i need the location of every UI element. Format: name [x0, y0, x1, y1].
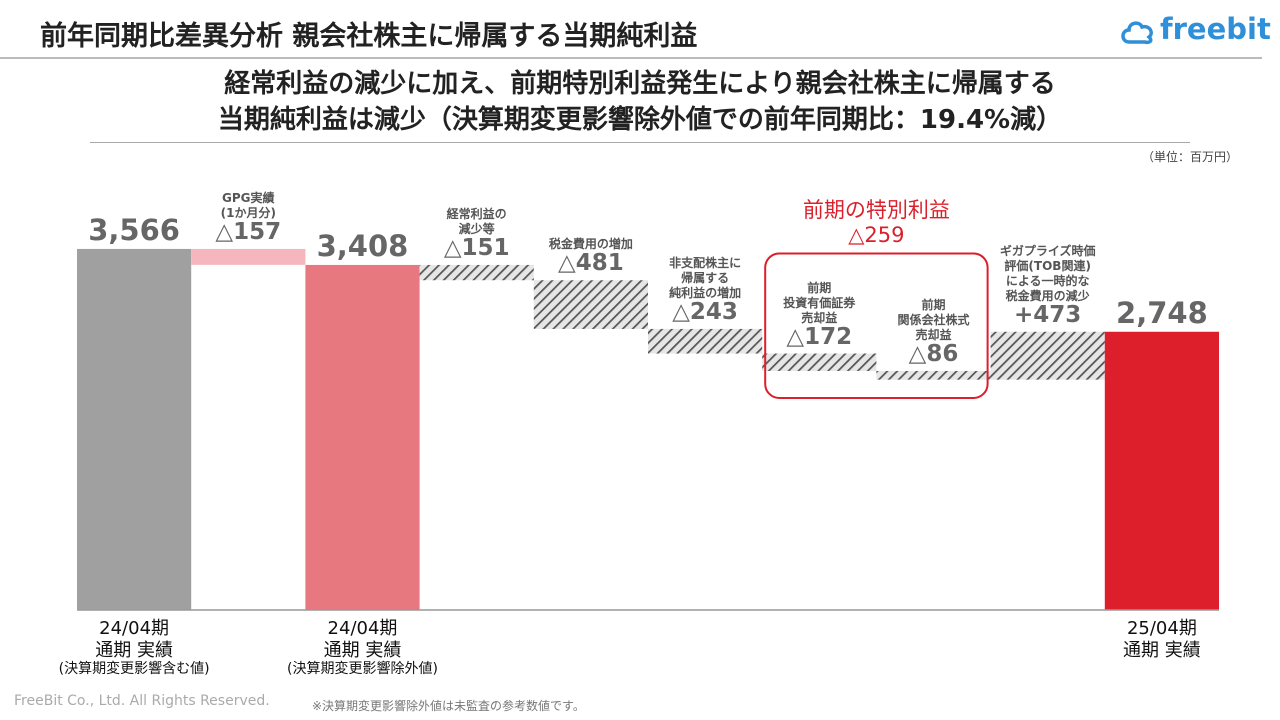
bar	[648, 328, 763, 354]
value-label: +473	[1014, 301, 1082, 328]
subtitle: 経常利益の減少に加え、前期特別利益発生により親会社株主に帰属する 当期純利益は減…	[0, 66, 1280, 138]
category-label: 関係会社株式	[897, 312, 970, 327]
category-label: 通期 実績	[1123, 640, 1201, 661]
category-label: 24/04期	[327, 618, 398, 639]
logo-text: freebit	[1160, 12, 1271, 46]
logo-icon	[1121, 21, 1153, 45]
group-box	[764, 252, 989, 399]
category-label: 経常利益の	[446, 206, 507, 221]
bar	[762, 353, 877, 371]
bar	[305, 264, 420, 610]
category-label: 税金費用の減少	[1005, 288, 1090, 303]
category-label: 帰属する	[681, 270, 730, 285]
category-label: 通期 実績	[95, 640, 173, 661]
value-label: 2,748	[1116, 295, 1208, 330]
category-label: 25/04期	[1126, 618, 1197, 639]
bar	[1104, 331, 1219, 610]
category-label: 投資有価証券	[783, 295, 856, 310]
bar	[990, 331, 1105, 380]
slide-title: 前年同期比差異分析 親会社株主に帰属する当期純利益	[40, 21, 698, 52]
value-label: △86	[908, 340, 959, 367]
category-label: 純利益の増加	[669, 285, 742, 300]
unit-label: （単位：百万円）	[1141, 150, 1238, 164]
category-label: 売却益	[801, 310, 838, 325]
bar	[876, 370, 991, 380]
group-value-label: △259	[848, 222, 905, 247]
category-label: 24/04期	[99, 618, 170, 639]
category-label: (決算期変更影響含む値)	[58, 661, 210, 677]
value-label: 3,566	[88, 212, 180, 247]
category-label: 評価(TOB関連)	[1004, 258, 1091, 273]
category-label: ギガプライズ時価	[999, 243, 1096, 258]
category-label: GPG実績	[222, 190, 275, 205]
subtitle-line: 当期純利益は減少（決算期変更影響除外値での前年同期比：19.4%減）	[217, 105, 1063, 135]
category-label: (決算期変更影響除外値)	[287, 661, 438, 677]
category-label: (1か月分)	[220, 205, 276, 220]
copyright: FreeBit Co., Ltd. All Rights Reserved.	[14, 693, 270, 709]
bar	[533, 280, 648, 329]
category-label: 通期 実績	[323, 640, 402, 661]
category-label: 前期	[921, 297, 946, 312]
bar	[191, 248, 306, 265]
value-label: 3,408	[316, 228, 409, 263]
value-label: △481	[558, 250, 624, 277]
category-label: 非支配株主に	[669, 255, 742, 270]
value-label: △157	[215, 218, 282, 245]
bar	[419, 264, 534, 281]
subtitle-rule	[90, 142, 1190, 143]
category-label: 減少等	[458, 221, 495, 236]
value-label: △151	[443, 234, 510, 261]
category-label: 税金費用の増加	[548, 237, 633, 252]
category-label: 売却益	[915, 327, 952, 342]
value-label: △172	[786, 323, 853, 350]
group-title: 前期の特別利益	[802, 197, 950, 222]
bar	[77, 248, 192, 610]
category-label: による一時的な	[1005, 273, 1090, 288]
subtitle-line: 経常利益の減少に加え、前期特別利益発生により親会社株主に帰属する	[224, 69, 1056, 99]
value-label: △243	[672, 298, 738, 325]
category-label: 前期	[807, 280, 832, 295]
title-rule	[0, 57, 1262, 59]
footnote: ※決算期変更影響除外値は未監査の参考数値です。	[312, 699, 585, 713]
